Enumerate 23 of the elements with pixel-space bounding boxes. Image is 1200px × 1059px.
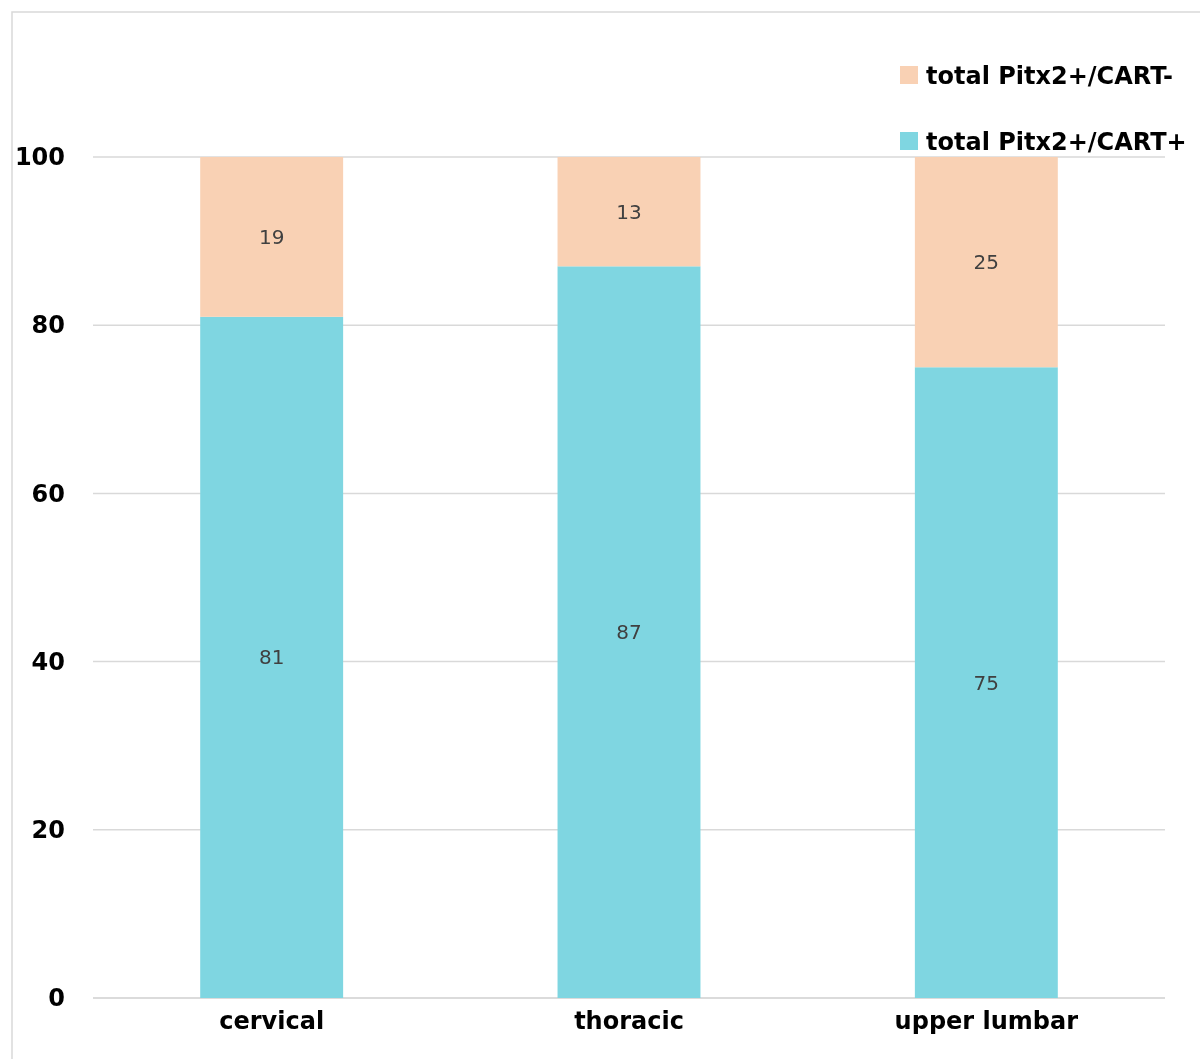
- x-tick-label: thoracic: [574, 1007, 684, 1036]
- data-label: 75: [973, 670, 1000, 695]
- data-label: 87: [616, 620, 642, 645]
- y-tick-label: 40: [31, 647, 65, 676]
- bar: [557, 266, 701, 998]
- legend-label: total Pitx2+/CART-: [926, 62, 1173, 90]
- y-tick-label: 0: [48, 984, 65, 1013]
- bar: [914, 157, 1058, 368]
- x-tick-label: upper lumbar: [894, 1007, 1079, 1036]
- y-tick-label: 20: [31, 815, 65, 844]
- data-label: 25: [973, 250, 1000, 275]
- x-tick-label: cervical: [219, 1007, 325, 1036]
- data-label: 19: [258, 224, 285, 249]
- bar: [914, 367, 1058, 998]
- bar: [200, 316, 344, 998]
- data-label: 13: [616, 199, 642, 224]
- y-tick-label: 80: [31, 311, 65, 340]
- y-tick-label: 60: [31, 479, 65, 508]
- data-label: 81: [258, 645, 285, 670]
- bar: [200, 157, 344, 317]
- bar: [557, 157, 701, 267]
- y-tick-label: 100: [14, 143, 65, 172]
- legend-label: total Pitx2+/CART+: [926, 128, 1187, 156]
